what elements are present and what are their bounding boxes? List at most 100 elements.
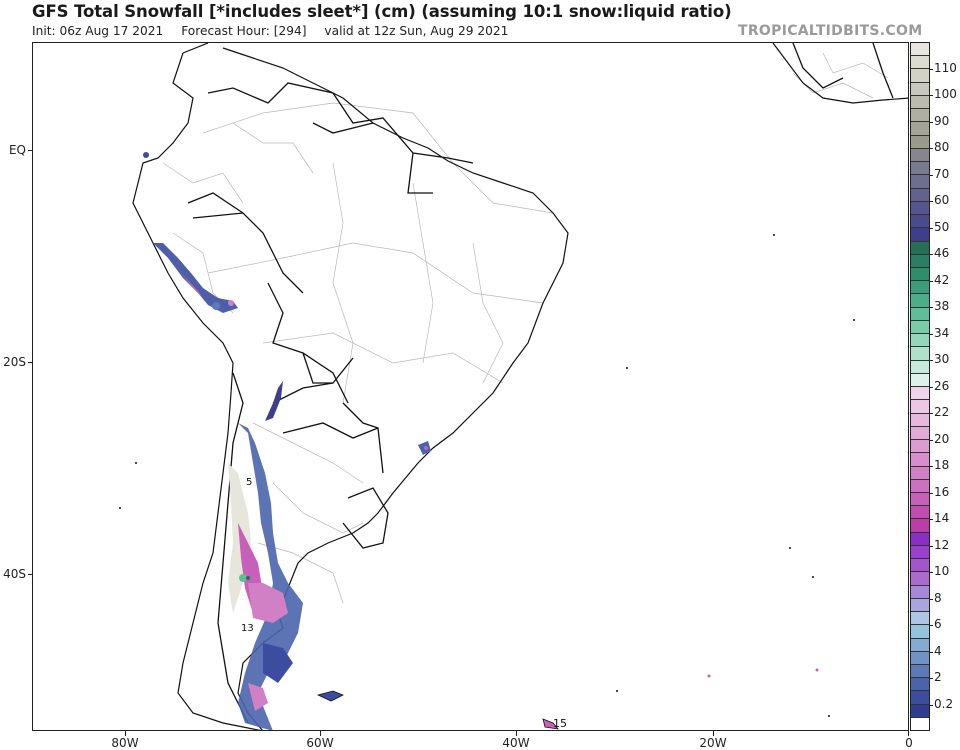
colorbar-tick xyxy=(930,254,933,255)
colorbar-cell xyxy=(911,241,929,255)
x-tick xyxy=(516,731,517,736)
x-label-60w: 60W xyxy=(306,736,334,750)
colorbar-cell xyxy=(911,638,929,652)
colorbar-cell xyxy=(911,307,929,321)
colorbar-label: 14 xyxy=(934,511,950,525)
colorbar-tick xyxy=(930,651,933,653)
colorbar-cell xyxy=(911,612,929,626)
annotation-15: 15 xyxy=(553,717,567,730)
x-tick xyxy=(125,731,126,736)
colorbar-tick xyxy=(930,174,933,176)
x-tick xyxy=(713,731,714,736)
colorbar-cell xyxy=(911,69,929,83)
map-svg: 15 5 13 xyxy=(119,43,908,730)
colorbar-cell xyxy=(911,135,929,149)
colorbar-cell xyxy=(911,651,929,666)
colorbar-cell xyxy=(911,373,929,388)
colorbar-cell xyxy=(911,426,929,441)
map-plot-area: 15 5 13 xyxy=(32,42,909,731)
colorbar-cell xyxy=(911,188,929,202)
colorbar-tick xyxy=(930,572,933,573)
colorbar-cell xyxy=(911,254,929,268)
annotation-5: 5 xyxy=(246,477,252,488)
colorbar-cell xyxy=(911,162,929,176)
y-label-20s: 20S xyxy=(3,355,26,369)
colorbar-tick xyxy=(930,386,933,388)
colorbar-cell xyxy=(911,492,929,507)
colorbar-tick xyxy=(930,121,933,123)
colorbar-tick xyxy=(930,307,933,308)
colorbar-tick xyxy=(930,492,933,494)
colorbar-cell xyxy=(911,413,929,427)
chart-title: GFS Total Snowfall [*includes sleet*] (c… xyxy=(32,2,732,21)
colorbar-label: 100 xyxy=(934,87,957,101)
colorbar-label: 22 xyxy=(934,405,950,419)
colorbar-label: 90 xyxy=(934,113,950,128)
colorbar-tick xyxy=(930,68,933,70)
colorbar-cell xyxy=(911,122,929,136)
brand-watermark: TROPICALTIDBITS.COM xyxy=(738,23,923,39)
snow-southern-brazil xyxy=(418,441,431,455)
colorbar-label: 10 xyxy=(934,564,950,578)
colorbar-label: 110 xyxy=(934,60,957,75)
colorbar-tick xyxy=(930,227,933,229)
snow-islands: 15 5 13 xyxy=(241,477,567,730)
y-label-eq: EQ xyxy=(8,143,26,157)
colorbar-tick xyxy=(930,95,933,96)
admin-borders xyxy=(162,52,889,604)
colorbar-cell xyxy=(911,95,929,110)
colorbar-label: 42 xyxy=(934,272,950,287)
colorbar-cell xyxy=(911,519,929,533)
colorbar-cell xyxy=(911,572,929,586)
colorbar-label: 70 xyxy=(934,166,950,181)
colorbar-label: 26 xyxy=(934,378,950,393)
small-islands xyxy=(119,234,855,717)
colorbar-label: 60 xyxy=(934,193,950,207)
colorbar-tick xyxy=(930,201,933,202)
colorbar-label: 80 xyxy=(934,140,950,154)
colorbar-label: 16 xyxy=(934,484,950,499)
colorbar-cell xyxy=(911,717,929,731)
colorbar-tick xyxy=(930,280,933,282)
forecast-hour: Forecast Hour: [294] xyxy=(181,24,307,38)
colorbar-cell xyxy=(911,440,929,454)
colorbar-tick xyxy=(930,148,933,149)
colorbar-cell xyxy=(911,598,929,613)
colorbar-cell xyxy=(911,479,929,493)
colorbar xyxy=(910,42,930,731)
colorbar-label: 4 xyxy=(934,643,942,658)
colorbar-cell xyxy=(911,320,929,335)
colorbar-label: 0.2 xyxy=(934,696,954,711)
colorbar-cell xyxy=(911,585,929,599)
colorbar-cell xyxy=(911,360,929,374)
colorbar-cell xyxy=(911,175,929,189)
init-time: Init: 06z Aug 17 2021 xyxy=(32,24,164,38)
colorbar-tick xyxy=(930,519,933,520)
colorbar-tick xyxy=(930,678,933,679)
y-tick xyxy=(28,574,33,575)
colorbar-label: 20 xyxy=(934,431,950,446)
colorbar-label: 2 xyxy=(934,670,942,684)
snow-southern-andes xyxy=(228,381,303,730)
colorbar-tick xyxy=(930,466,933,467)
colorbar-cell xyxy=(911,267,929,282)
colorbar-cell xyxy=(911,281,929,295)
colorbar-tick xyxy=(930,545,933,547)
x-label-20w: 20W xyxy=(699,736,727,750)
colorbar-cell xyxy=(911,466,929,480)
colorbar-tick xyxy=(930,333,933,335)
colorbar-cell xyxy=(911,453,929,467)
x-tick xyxy=(908,731,909,736)
colorbar-label: 18 xyxy=(934,458,950,472)
colorbar-tick xyxy=(930,413,933,414)
country-borders xyxy=(187,43,894,724)
colorbar-label: 6 xyxy=(934,617,942,631)
colorbar-tick xyxy=(930,625,933,626)
colorbar-cell xyxy=(911,334,929,348)
colorbar-cell xyxy=(911,559,929,573)
x-label-0: 0 xyxy=(905,736,913,750)
colorbar-cell xyxy=(911,665,929,679)
colorbar-cell xyxy=(911,109,929,123)
colorbar-label: 34 xyxy=(934,325,950,340)
y-label-40s: 40S xyxy=(3,567,26,581)
